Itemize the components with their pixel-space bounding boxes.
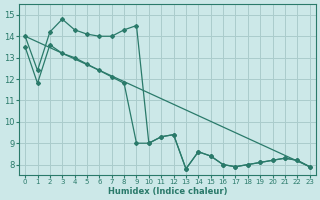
X-axis label: Humidex (Indice chaleur): Humidex (Indice chaleur)	[108, 187, 227, 196]
